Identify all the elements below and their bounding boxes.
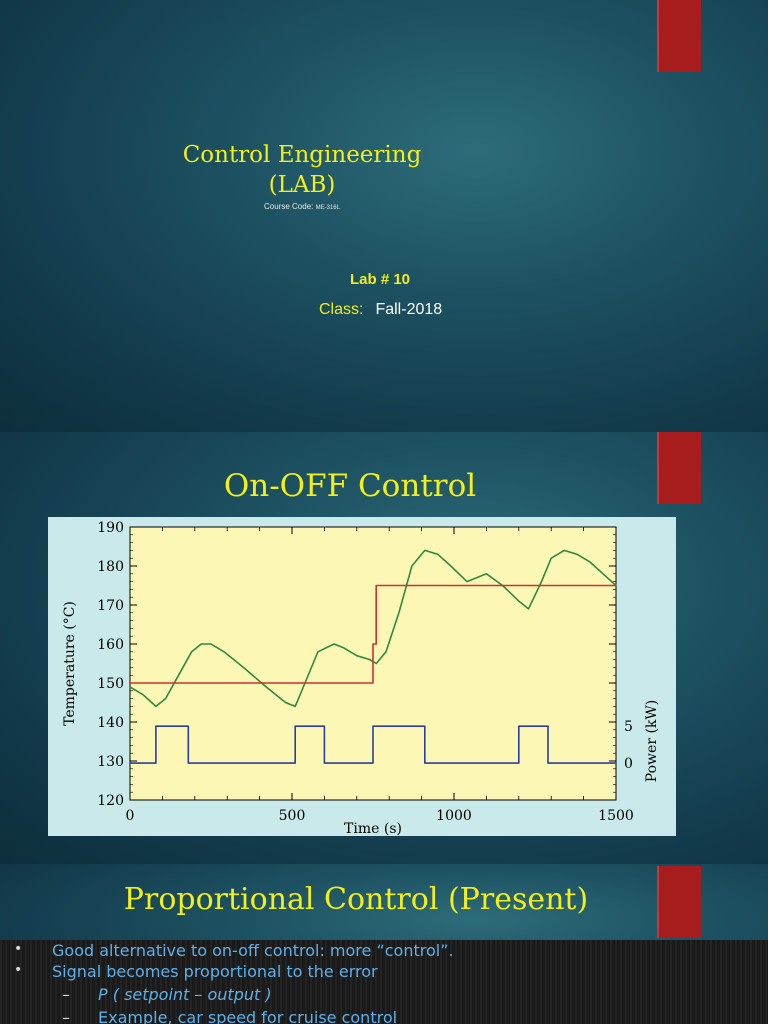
- course-code-value: ME-316L: [315, 205, 340, 211]
- class-line: Class: Fall-2018: [319, 301, 442, 319]
- course-title-line1: Control Engineering: [182, 142, 422, 168]
- class-value: Fall-2018: [375, 301, 443, 318]
- lab-number: Lab # 10: [350, 271, 411, 288]
- y-tick-label: 150: [97, 676, 124, 692]
- on-off-chart-frame: 120 130 140 150 160 170 180 190 0 500 1000 1500 0 5 Ti…: [48, 517, 676, 836]
- class-label: Class:: [319, 301, 364, 318]
- y-tick-label: 160: [97, 637, 124, 653]
- on-off-chart: 120 130 140 150 160 170 180 190 0 500 1000 1500 0 5 Ti…: [62, 520, 660, 836]
- x-axis-label: Time (s): [344, 821, 402, 836]
- y2-axis-label: Power (kW): [644, 700, 660, 783]
- y2-tick-label: 5: [624, 719, 633, 735]
- x-tick-label: 1000: [436, 808, 472, 824]
- x-tick-label: 500: [279, 808, 306, 824]
- course-code-line: Course Code: ME-316L: [174, 202, 430, 211]
- series-line-2: [130, 725, 616, 764]
- y-tick-label: 170: [97, 598, 124, 614]
- red-corner-tab: [657, 866, 701, 938]
- y2-tick-label: 0: [624, 756, 633, 772]
- on-off-title: On-OFF Control: [223, 468, 477, 504]
- sub-bullet-marker: –: [62, 1008, 70, 1024]
- course-title: Control Engineering (LAB): [0, 140, 604, 200]
- bullet-marker: •: [14, 962, 23, 978]
- y-axis-label: Temperature (°C): [62, 601, 78, 726]
- red-corner-tab: [657, 432, 701, 504]
- x-tick-label: 0: [126, 808, 135, 824]
- series-line-1: [130, 584, 616, 684]
- y-tick-label: 190: [97, 520, 124, 536]
- red-corner-tab: [657, 0, 701, 72]
- bullet-text: P ( setpoint – output ): [98, 985, 272, 1004]
- x-tick-label: 1500: [598, 808, 634, 824]
- bullet-marker: •: [14, 941, 23, 957]
- course-code-label: Course Code:: [264, 202, 314, 211]
- sub-bullet-marker: –: [62, 985, 70, 1004]
- y-tick-label: 120: [97, 793, 124, 809]
- bullet-list: • Good alternative to on-off control: mor…: [0, 940, 768, 1024]
- proportional-title: Proportional Control (Present): [123, 882, 589, 917]
- y-tick-label: 140: [97, 715, 124, 731]
- y-tick-label: 180: [97, 559, 124, 575]
- course-title-line2: (LAB): [268, 172, 336, 198]
- y-tick-label: 130: [97, 754, 124, 770]
- bullet-text: Signal becomes proportional to the error: [52, 962, 378, 981]
- bullet-text: Good alternative to on-off control: more…: [52, 941, 454, 960]
- bullet-text: Example, car speed for cruise control: [98, 1008, 398, 1024]
- title-slide: [0, 0, 768, 432]
